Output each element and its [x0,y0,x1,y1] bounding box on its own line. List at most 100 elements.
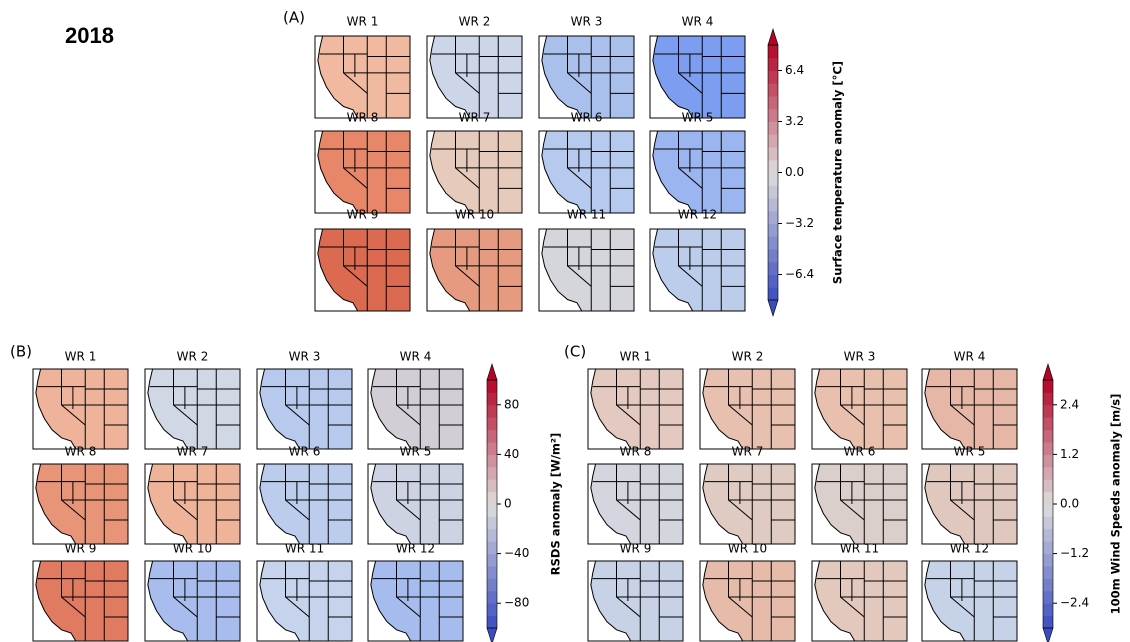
map-frame [587,463,684,545]
map-title: WR 2 [732,350,764,364]
map [367,560,464,642]
colorbar-band [487,590,497,604]
map-title: WR 9 [65,542,97,556]
map-frame [587,560,684,642]
colorbar-band [487,429,497,443]
map-frame [538,35,635,119]
map-title: WR 4 [682,15,714,29]
colorbar-label: 100m Wind Speeds anomaly [m/s] [1109,394,1123,615]
colorbar-band [487,442,497,455]
map-title: WR 6 [289,445,321,459]
map [587,560,684,642]
colorbar-band [768,198,778,212]
map [144,368,241,450]
colorbar-band [1043,392,1053,406]
map-frame [921,368,1018,450]
map-frame [256,560,353,642]
map [314,130,411,214]
colorbar-band [768,57,778,71]
map-title: WR 8 [620,445,652,459]
map-frame [811,463,908,545]
map-frame [699,463,796,545]
map [587,368,684,450]
map [649,35,746,119]
map-frame [426,35,523,119]
colorbar-band [1043,466,1053,480]
colorbar-band [1043,615,1053,629]
colorbar-label: RSDS anomaly [W/m²] [549,433,563,575]
map-frame [367,560,464,642]
colorbar-band [768,236,778,250]
colorbar-band [768,287,778,301]
map-frame [32,560,129,642]
colorbar-band [487,491,497,505]
map-title: WR 12 [950,542,989,556]
colorbar-band [768,83,778,97]
map-title: WR 9 [620,542,652,556]
colorbar-band [768,210,778,224]
colorbar-extend [767,27,779,46]
map-title: WR 10 [455,208,494,222]
colorbar-band [487,392,497,406]
colorbar-band [1043,504,1053,517]
map [811,368,908,450]
map [256,463,353,545]
colorbar-band [768,185,778,199]
map [144,560,241,642]
map-title: WR 2 [177,350,209,364]
figure-title: 2018 [65,23,114,48]
colorbar-band [487,516,497,530]
map [649,228,746,312]
map [921,368,1018,450]
map-frame [144,463,241,545]
map-frame [649,35,746,119]
map-title: WR 7 [732,445,764,459]
colorbar-band [768,70,778,84]
map [699,368,796,450]
colorbar-band [1043,516,1053,530]
map-frame [367,368,464,450]
map-frame [314,228,411,312]
colorbar-band [768,159,778,173]
map-frame [587,368,684,450]
colorbar-band [487,578,497,592]
map-title: WR 11 [285,542,324,556]
map [699,463,796,545]
colorbar-tick-label: −3.2 [785,216,814,230]
colorbar-band [487,615,497,629]
map [811,560,908,642]
colorbar-tick-label: −80 [504,596,529,610]
map [649,130,746,214]
colorbar-tick-label: −1.2 [1060,546,1089,560]
colorbar-band [487,380,497,393]
map-title: WR 10 [728,542,767,556]
colorbar-band [487,528,497,542]
map-frame [144,368,241,450]
map-frame [426,228,523,312]
colorbar-band [1043,566,1053,579]
map-title: WR 3 [844,350,876,364]
map-title: WR 5 [954,445,986,459]
colorbar-band [1043,553,1053,567]
map-frame [367,463,464,545]
map-title: WR 8 [347,111,379,125]
map [921,560,1018,642]
colorbar-tick-label: 40 [504,447,519,461]
colorbar-band [768,274,778,288]
colorbar-band [768,223,778,237]
colorbar-band [487,404,497,418]
colorbar-band [1043,578,1053,592]
colorbar-band [768,261,778,275]
map [367,463,464,545]
map-frame [649,130,746,214]
colorbar-tick-label: 0.0 [785,165,804,179]
map-frame [811,560,908,642]
colorbar-tick-label: −2.4 [1060,596,1089,610]
map [256,560,353,642]
colorbar-band [487,466,497,480]
panel-label: (A) [283,9,305,27]
colorbar-band [768,96,778,110]
map-title: WR 10 [173,542,212,556]
map-title: WR 3 [571,15,603,29]
map [256,368,353,450]
